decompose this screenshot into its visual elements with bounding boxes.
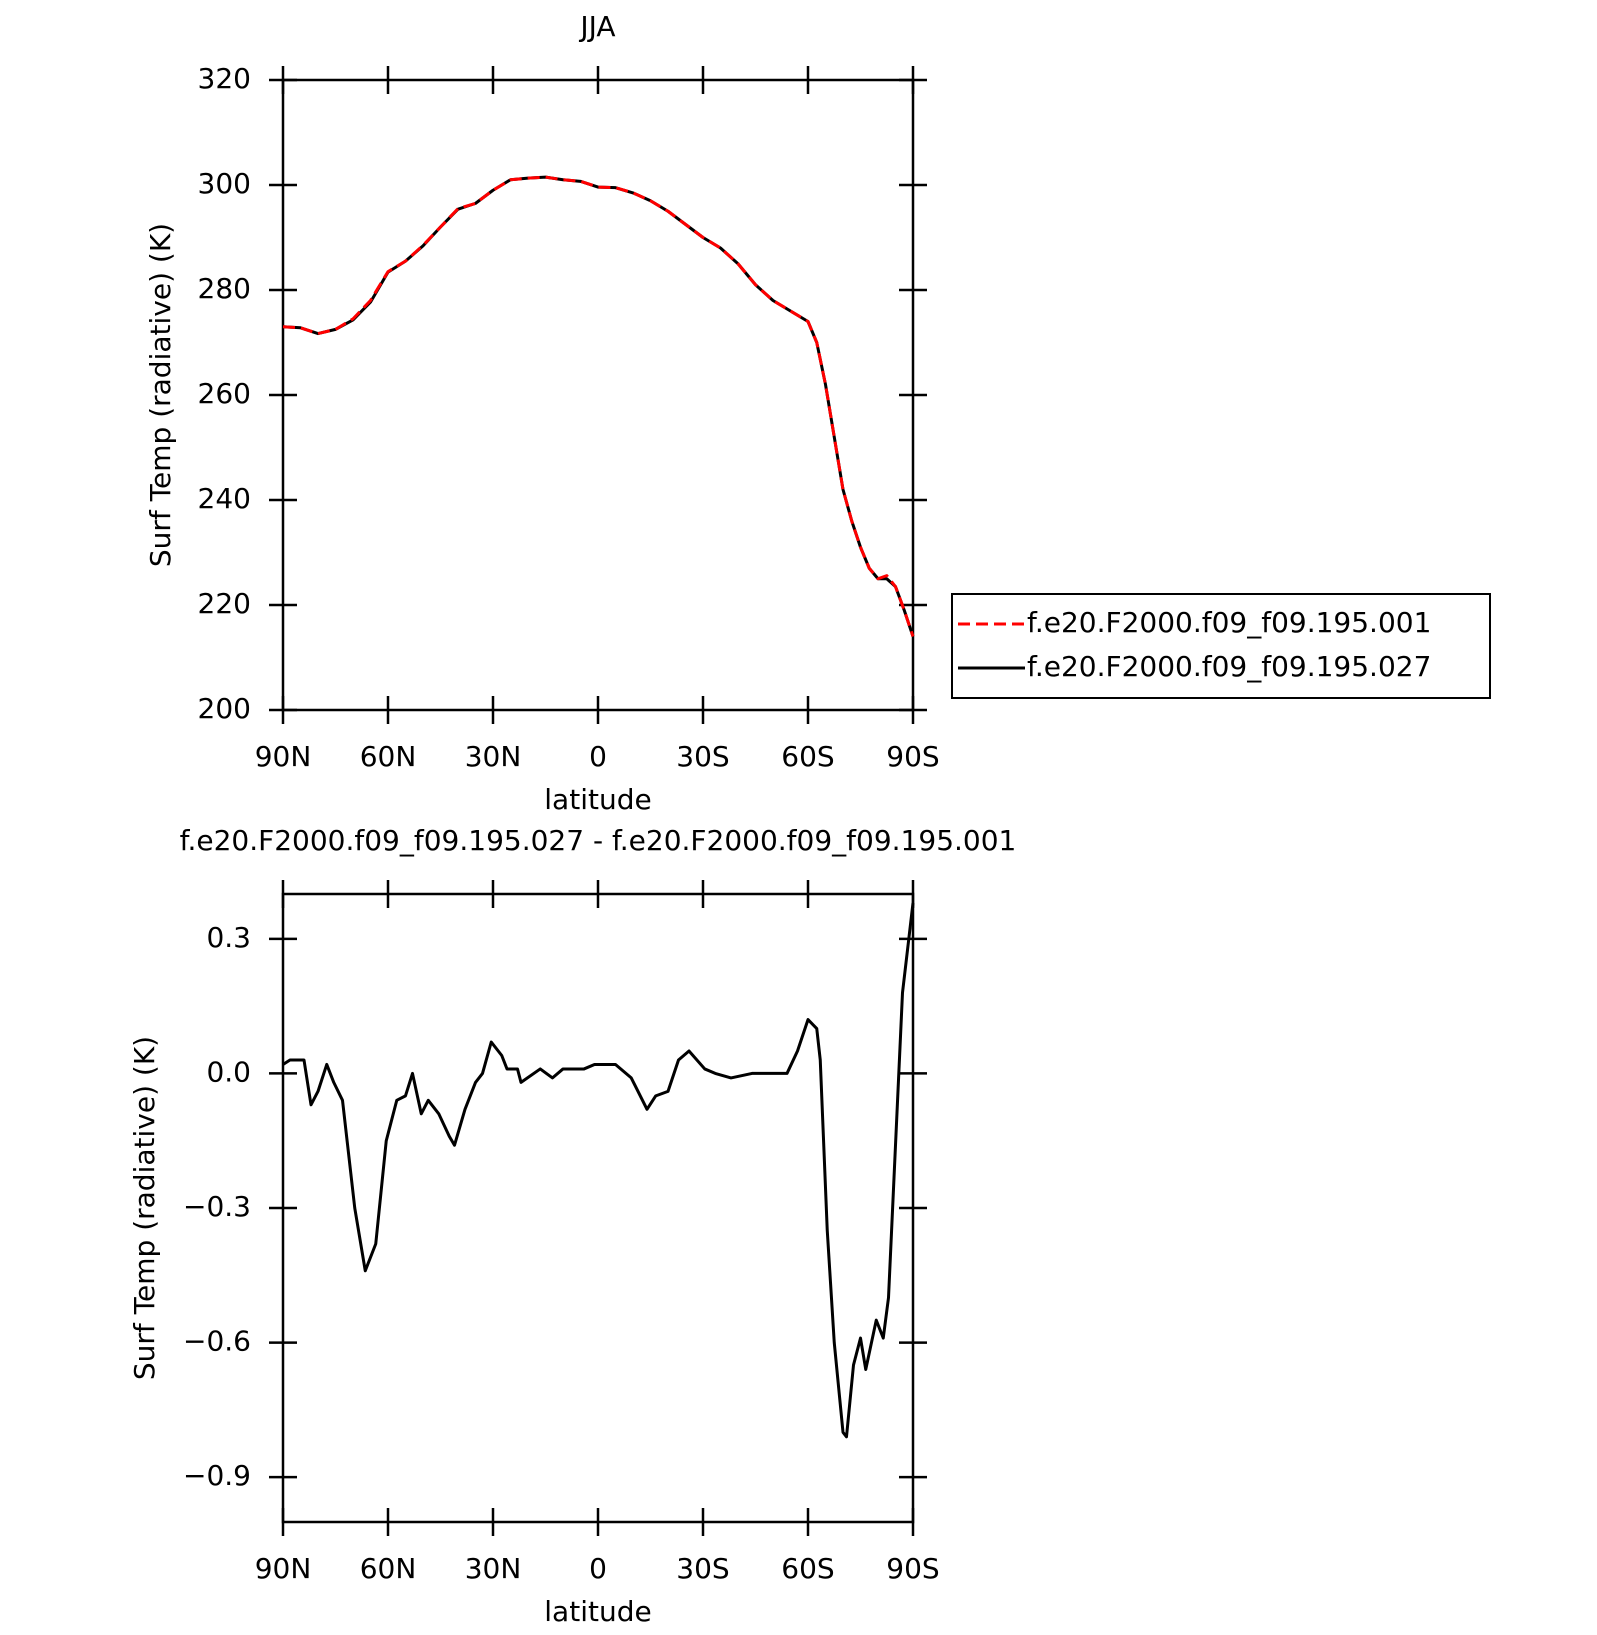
x-axis-label: latitude [544, 1595, 651, 1628]
x-tick-label: 90N [255, 1552, 312, 1585]
y-axis-label: Surf Temp (radiative) (K) [128, 1036, 161, 1380]
plot-frame [281, 78, 915, 712]
x-tick-label: 30S [676, 740, 729, 773]
y-tick-label: 260 [198, 377, 251, 410]
x-tick-label: 90N [255, 740, 312, 773]
x-tick-label: 60S [781, 1552, 834, 1585]
y-tick-label: 0.0 [206, 1055, 251, 1088]
x-tick-label: 30S [676, 1552, 729, 1585]
legend-label: f.e20.F2000.f09_f09.195.027 [1027, 650, 1431, 683]
x-axis-label: latitude [544, 783, 651, 816]
data-line [282, 175, 915, 637]
x-tick-label: 0 [589, 1552, 607, 1585]
y-tick-label: −0.9 [183, 1459, 251, 1492]
chart-title: JJA [578, 10, 615, 43]
chart-title: f.e20.F2000.f09_f09.195.027 - f.e20.F200… [180, 824, 1017, 857]
legend-box [951, 593, 1491, 699]
data-line [282, 175, 915, 637]
x-tick-label: 60S [781, 740, 834, 773]
legend-label: f.e20.F2000.f09_f09.195.001 [1027, 606, 1431, 639]
y-tick-label: −0.3 [183, 1190, 251, 1223]
x-tick-label: 0 [589, 740, 607, 773]
y-axis-label: Surf Temp (radiative) (K) [144, 223, 177, 567]
plot-frame [281, 892, 915, 1524]
y-tick-label: 320 [198, 62, 251, 95]
y-tick-label: 300 [198, 167, 251, 200]
y-tick-label: 200 [198, 692, 251, 725]
x-tick-label: 90S [886, 740, 939, 773]
x-tick-label: 30N [465, 740, 522, 773]
y-tick-label: 0.3 [206, 921, 251, 954]
data-line [282, 902, 915, 1439]
y-tick-label: −0.6 [183, 1325, 251, 1358]
x-tick-label: 30N [465, 1552, 522, 1585]
y-tick-label: 280 [198, 272, 251, 305]
y-tick-label: 240 [198, 482, 251, 515]
x-tick-label: 90S [886, 1552, 939, 1585]
x-tick-label: 60N [360, 1552, 417, 1585]
x-tick-label: 60N [360, 740, 417, 773]
y-tick-label: 220 [198, 587, 251, 620]
